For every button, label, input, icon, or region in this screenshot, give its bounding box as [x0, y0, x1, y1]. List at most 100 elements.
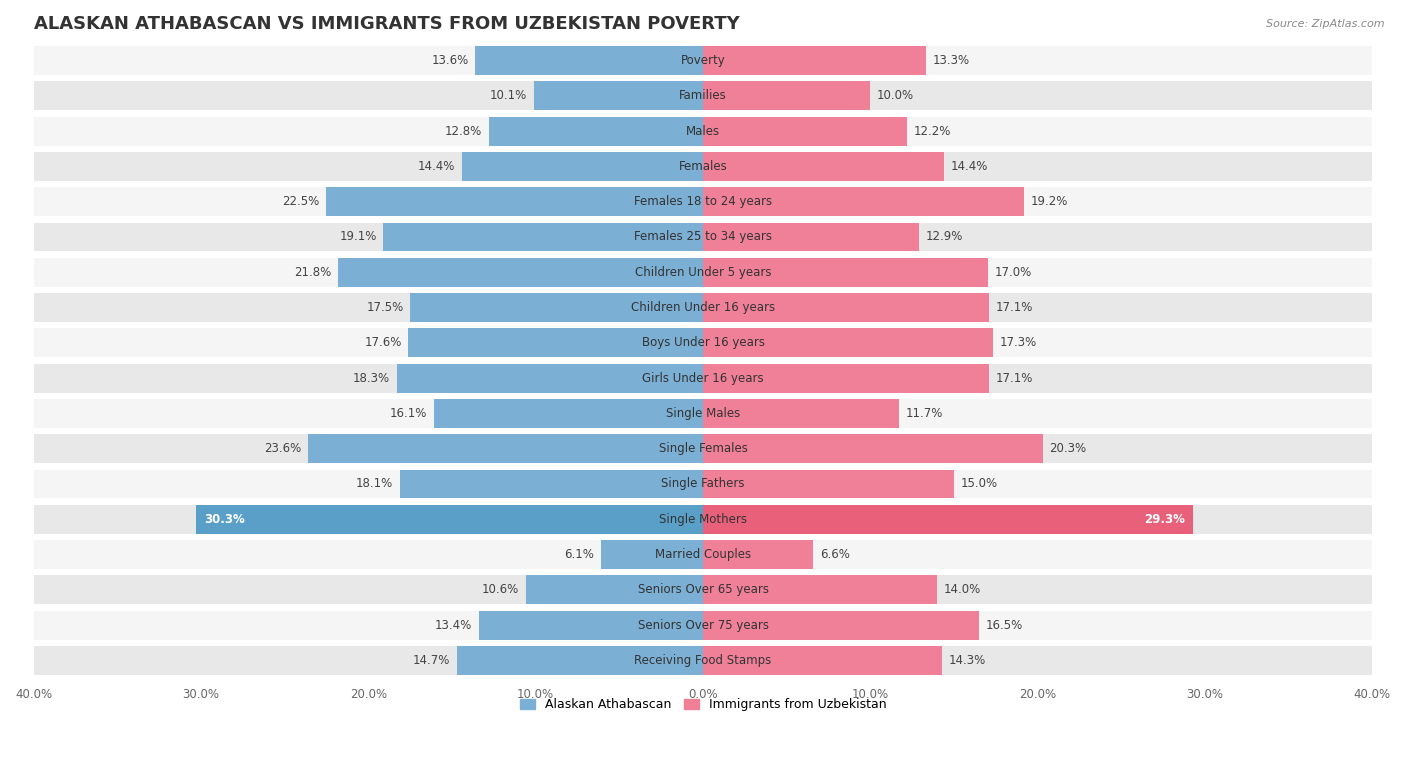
- Text: Boys Under 16 years: Boys Under 16 years: [641, 337, 765, 349]
- Bar: [703, 187, 1025, 216]
- Text: 20.3%: 20.3%: [1049, 442, 1087, 456]
- Bar: [195, 505, 703, 534]
- Bar: [703, 46, 925, 75]
- Bar: [703, 540, 814, 569]
- Bar: [703, 434, 1043, 463]
- Bar: [34, 364, 1372, 393]
- Bar: [409, 328, 703, 357]
- Bar: [703, 364, 990, 393]
- Bar: [703, 258, 987, 287]
- Text: 17.6%: 17.6%: [364, 337, 402, 349]
- Text: 18.3%: 18.3%: [353, 371, 389, 384]
- Bar: [34, 187, 1372, 216]
- Bar: [703, 646, 942, 675]
- Bar: [34, 611, 1372, 640]
- Text: 22.5%: 22.5%: [283, 196, 319, 208]
- Bar: [703, 469, 955, 499]
- Bar: [34, 117, 1372, 146]
- Text: ALASKAN ATHABASCAN VS IMMIGRANTS FROM UZBEKISTAN POVERTY: ALASKAN ATHABASCAN VS IMMIGRANTS FROM UZ…: [34, 15, 740, 33]
- Text: 13.3%: 13.3%: [932, 54, 969, 67]
- Text: 23.6%: 23.6%: [264, 442, 301, 456]
- Text: 17.5%: 17.5%: [366, 301, 404, 314]
- Bar: [457, 646, 703, 675]
- Bar: [326, 187, 703, 216]
- Bar: [34, 152, 1372, 181]
- Bar: [703, 223, 920, 252]
- Text: 17.1%: 17.1%: [995, 371, 1033, 384]
- Text: 29.3%: 29.3%: [1144, 512, 1185, 526]
- Bar: [703, 399, 898, 428]
- Bar: [703, 152, 943, 181]
- Text: Poverty: Poverty: [681, 54, 725, 67]
- Text: 14.3%: 14.3%: [949, 654, 986, 667]
- Text: 12.2%: 12.2%: [914, 124, 952, 138]
- Text: 14.7%: 14.7%: [413, 654, 450, 667]
- Text: Girls Under 16 years: Girls Under 16 years: [643, 371, 763, 384]
- Text: 21.8%: 21.8%: [294, 266, 332, 279]
- Text: 13.4%: 13.4%: [434, 619, 472, 631]
- Bar: [401, 469, 703, 499]
- Bar: [478, 611, 703, 640]
- Bar: [339, 258, 703, 287]
- Bar: [34, 46, 1372, 75]
- Bar: [703, 293, 990, 322]
- Text: 19.2%: 19.2%: [1031, 196, 1069, 208]
- Bar: [526, 575, 703, 604]
- Bar: [703, 328, 993, 357]
- Text: Seniors Over 75 years: Seniors Over 75 years: [637, 619, 769, 631]
- Bar: [34, 223, 1372, 252]
- Text: 12.8%: 12.8%: [444, 124, 482, 138]
- Bar: [489, 117, 703, 146]
- Bar: [34, 575, 1372, 604]
- Bar: [34, 646, 1372, 675]
- Text: 17.3%: 17.3%: [1000, 337, 1036, 349]
- Bar: [411, 293, 703, 322]
- Text: Married Couples: Married Couples: [655, 548, 751, 561]
- Bar: [463, 152, 703, 181]
- Text: Single Males: Single Males: [666, 407, 740, 420]
- Bar: [34, 258, 1372, 287]
- Text: 14.4%: 14.4%: [418, 160, 456, 173]
- Text: 17.1%: 17.1%: [995, 301, 1033, 314]
- Bar: [34, 399, 1372, 428]
- Text: 14.0%: 14.0%: [943, 584, 981, 597]
- Text: Females 25 to 34 years: Females 25 to 34 years: [634, 230, 772, 243]
- Bar: [34, 293, 1372, 322]
- Text: Females: Females: [679, 160, 727, 173]
- Bar: [34, 469, 1372, 499]
- Text: 6.6%: 6.6%: [820, 548, 851, 561]
- Bar: [703, 575, 938, 604]
- Bar: [396, 364, 703, 393]
- Bar: [600, 540, 703, 569]
- Text: 16.5%: 16.5%: [986, 619, 1024, 631]
- Text: 30.3%: 30.3%: [204, 512, 245, 526]
- Text: Receiving Food Stamps: Receiving Food Stamps: [634, 654, 772, 667]
- Text: Single Fathers: Single Fathers: [661, 478, 745, 490]
- Bar: [308, 434, 703, 463]
- Text: 6.1%: 6.1%: [564, 548, 595, 561]
- Bar: [475, 46, 703, 75]
- Bar: [384, 223, 703, 252]
- Text: Families: Families: [679, 89, 727, 102]
- Text: 14.4%: 14.4%: [950, 160, 988, 173]
- Text: 10.1%: 10.1%: [491, 89, 527, 102]
- Text: Females 18 to 24 years: Females 18 to 24 years: [634, 196, 772, 208]
- Text: 19.1%: 19.1%: [339, 230, 377, 243]
- Bar: [34, 328, 1372, 357]
- Text: Males: Males: [686, 124, 720, 138]
- Text: 10.6%: 10.6%: [482, 584, 519, 597]
- Text: 17.0%: 17.0%: [994, 266, 1032, 279]
- Bar: [34, 81, 1372, 111]
- Text: Seniors Over 65 years: Seniors Over 65 years: [637, 584, 769, 597]
- Text: 13.6%: 13.6%: [432, 54, 468, 67]
- Bar: [34, 434, 1372, 463]
- Text: 10.0%: 10.0%: [877, 89, 914, 102]
- Text: 18.1%: 18.1%: [356, 478, 394, 490]
- Bar: [703, 611, 979, 640]
- Bar: [703, 505, 1194, 534]
- Bar: [34, 505, 1372, 534]
- Legend: Alaskan Athabascan, Immigrants from Uzbekistan: Alaskan Athabascan, Immigrants from Uzbe…: [515, 694, 891, 716]
- Text: Children Under 16 years: Children Under 16 years: [631, 301, 775, 314]
- Bar: [703, 117, 907, 146]
- Text: Single Mothers: Single Mothers: [659, 512, 747, 526]
